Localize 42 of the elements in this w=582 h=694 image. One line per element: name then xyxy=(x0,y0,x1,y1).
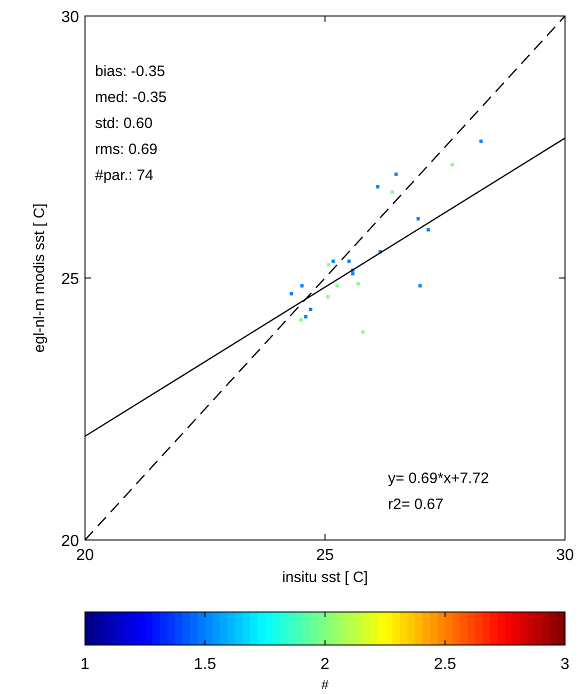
annotation: y= 0.69*x+7.72 xyxy=(388,470,489,487)
point xyxy=(300,284,304,288)
point xyxy=(394,172,398,176)
color-bar-label: 1.5 xyxy=(194,656,216,673)
color-bar-label: 2 xyxy=(320,656,330,673)
point xyxy=(347,260,351,263)
point xyxy=(327,263,330,267)
point xyxy=(326,295,330,299)
x-tick-label: 30 xyxy=(556,547,574,564)
color-bar-label: 3 xyxy=(560,656,570,673)
point xyxy=(479,140,483,143)
annotation: std: 0.60 xyxy=(95,115,153,132)
point xyxy=(450,163,454,166)
point xyxy=(308,308,312,312)
point xyxy=(356,282,360,286)
point xyxy=(390,190,394,194)
annotation: r2= 0.67 xyxy=(388,496,444,513)
point xyxy=(332,260,335,263)
point xyxy=(361,330,365,334)
y-tick-label: 20 xyxy=(61,533,80,550)
annotation: rms: 0.69 xyxy=(95,141,158,158)
x-tick-label: 25 xyxy=(316,547,334,564)
y-axis-title: egl-nl-m modis sst [ C] xyxy=(31,203,48,353)
x-axis-title: insitu sst [ C] xyxy=(282,569,368,586)
y-tick-label: 30 xyxy=(61,9,80,26)
annotation: bias: -0.35 xyxy=(95,63,166,80)
point xyxy=(418,284,422,288)
point xyxy=(304,315,308,318)
point xyxy=(335,284,339,288)
annotation: #par.: 74 xyxy=(95,167,154,184)
color-bar-title: # xyxy=(321,677,330,692)
color-bar-label: 1 xyxy=(80,656,90,673)
point xyxy=(376,185,380,188)
point xyxy=(299,318,303,322)
point xyxy=(416,217,420,220)
point xyxy=(351,272,354,276)
y-tick-label: 25 xyxy=(61,271,80,288)
point xyxy=(426,228,430,232)
annotation: med: -0.35 xyxy=(95,89,167,106)
point xyxy=(290,292,294,296)
color-bar-label: 2.5 xyxy=(434,656,456,673)
x-tick-label: 20 xyxy=(76,547,94,564)
